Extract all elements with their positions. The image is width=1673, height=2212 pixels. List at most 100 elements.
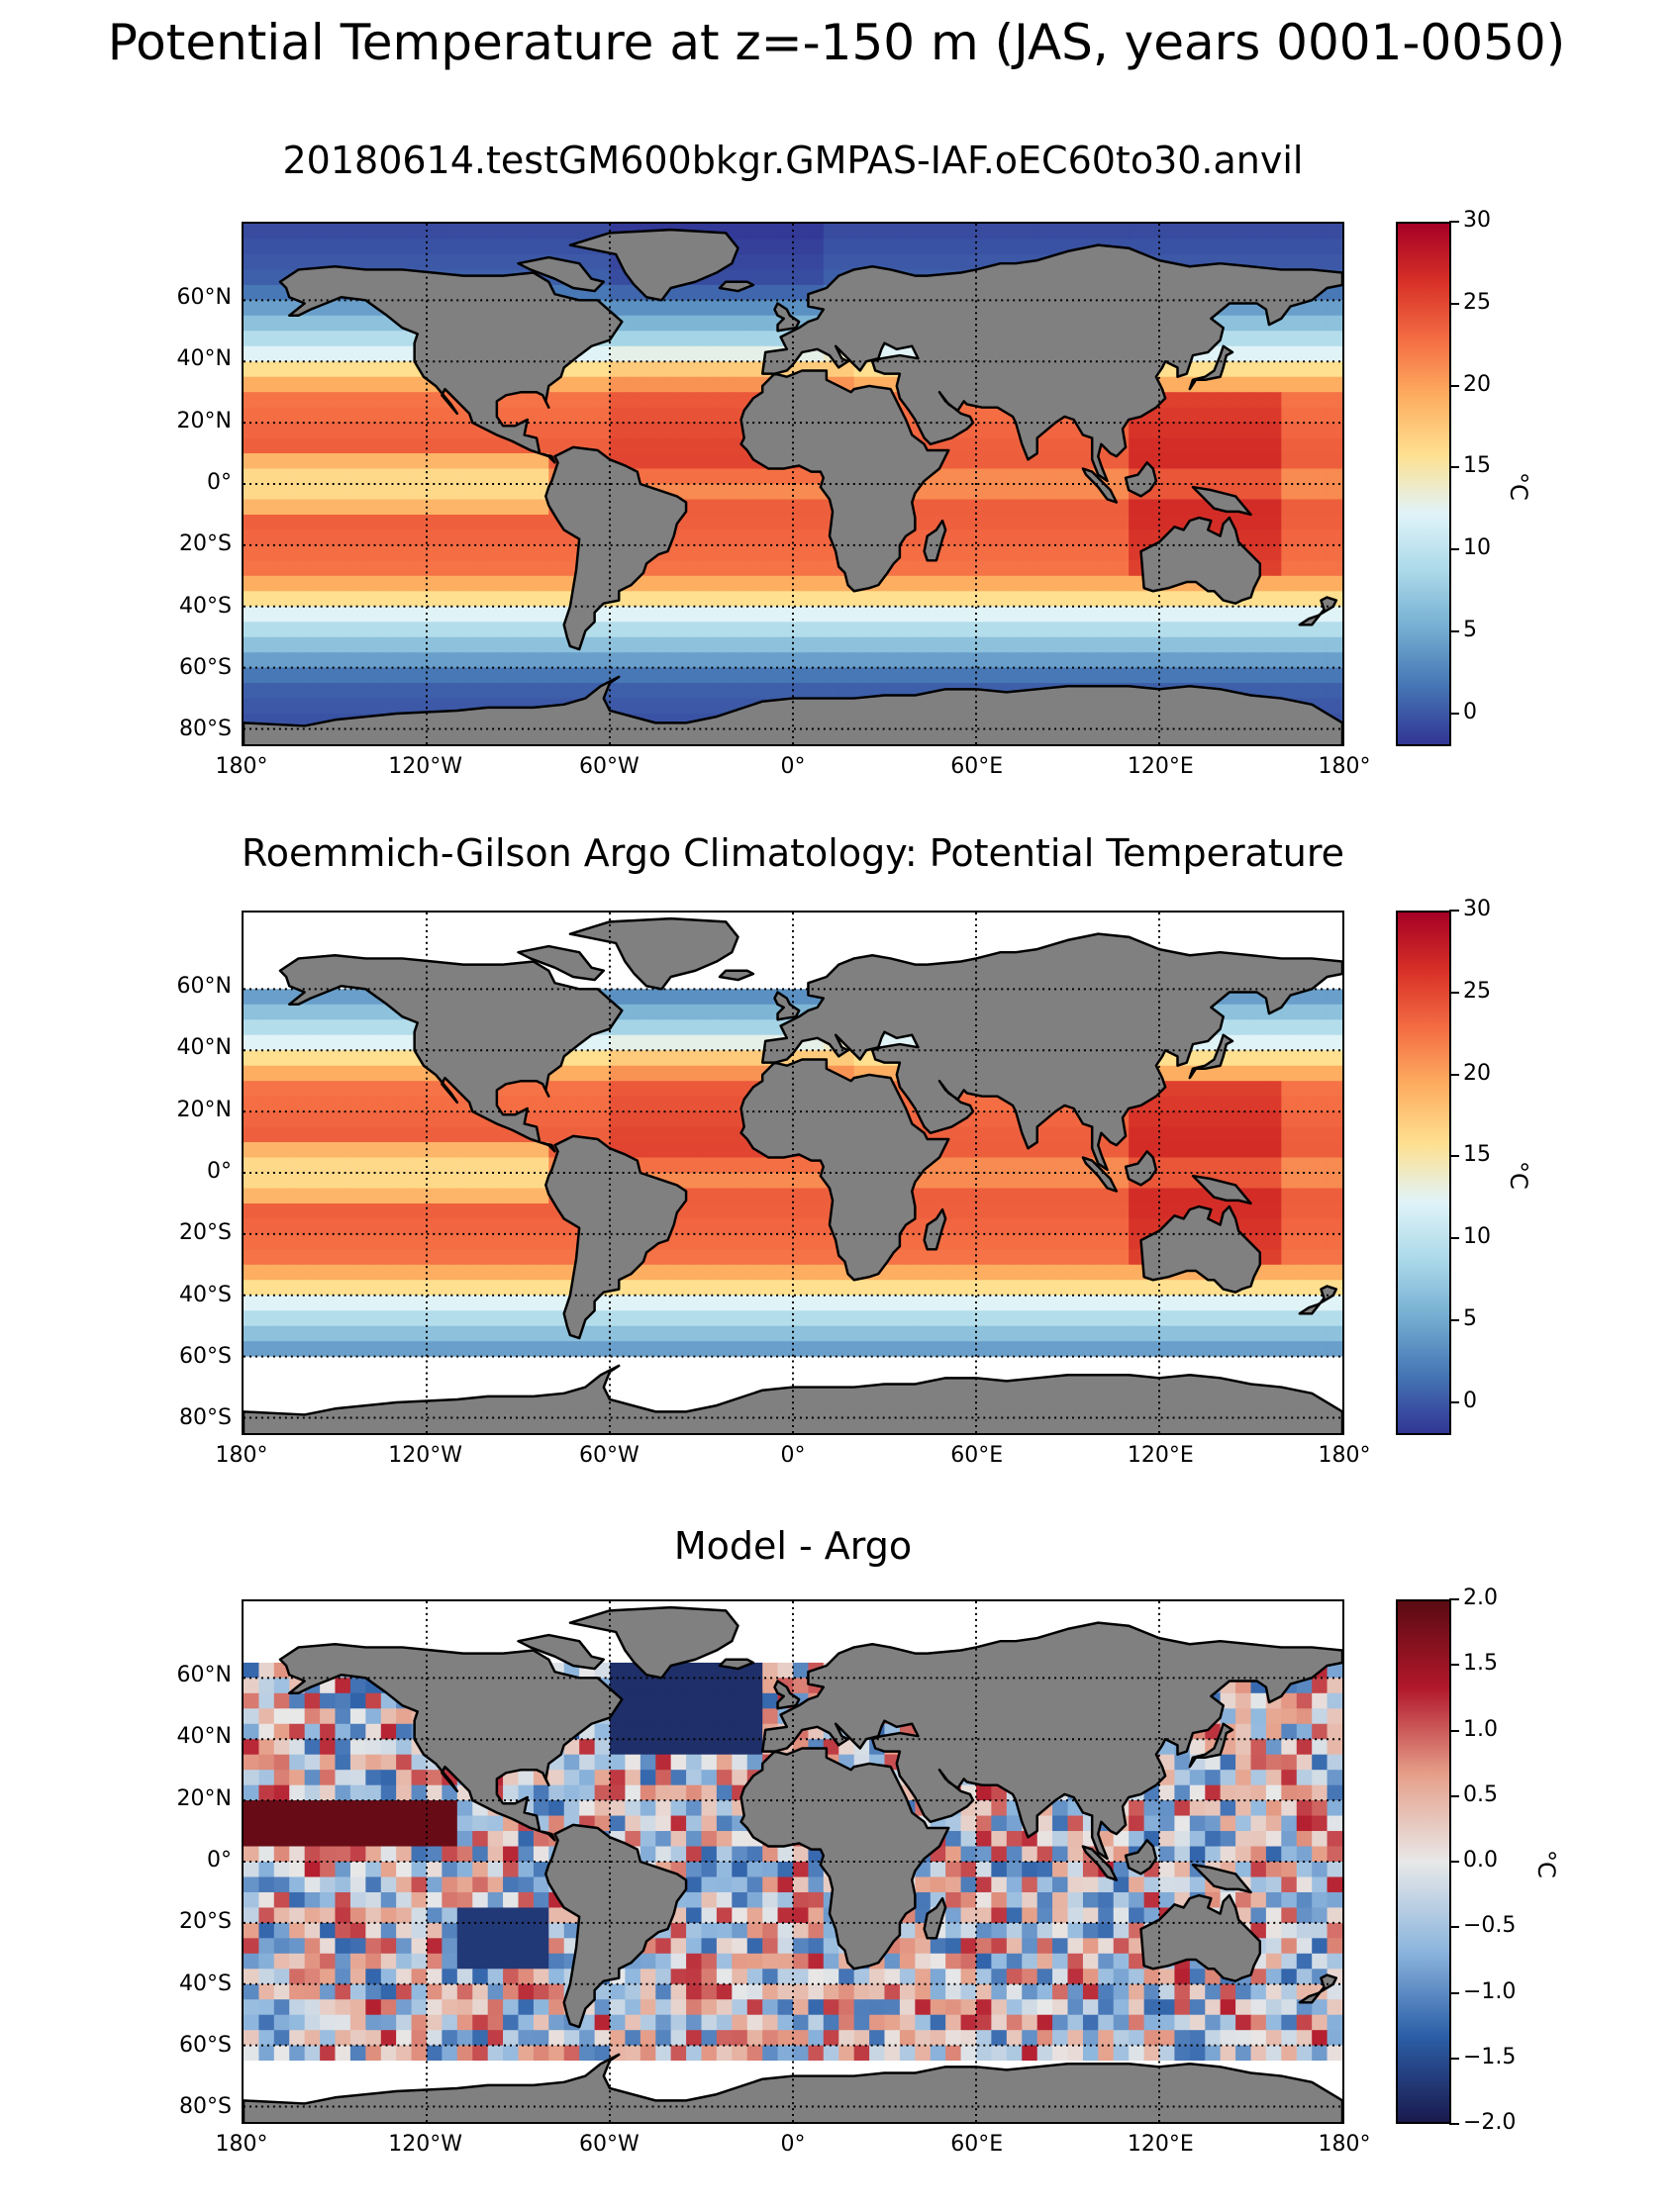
landmass-north-america <box>278 1643 624 1842</box>
colorbar-tick-mark <box>1449 302 1459 305</box>
lon-tick-label: 60°E <box>950 1443 1004 1468</box>
map-plot <box>244 1601 1342 2122</box>
lat-tick-label: 40°N <box>176 1724 232 1750</box>
lat-tick-label: 40°S <box>179 593 232 619</box>
landmass-south-america <box>544 445 688 651</box>
colorbar-tick-label: 25 <box>1463 289 1491 315</box>
colorbar-tick-label: 0.0 <box>1463 1848 1498 1873</box>
panel-title: 20180614.testGM600bkgr.GMPAS-IAF.oEC60to… <box>282 139 1304 182</box>
colorbar-tick-mark <box>1449 2057 1459 2060</box>
colorbar-tick-label: 0 <box>1463 1388 1477 1413</box>
lat-tick-label: 20°S <box>179 1220 232 1246</box>
map-panel <box>242 1599 1344 2124</box>
colorbar-tick-label: 10 <box>1463 1224 1491 1250</box>
lon-tick-label: 0° <box>780 2132 806 2157</box>
lat-tick-label: 60°N <box>176 284 232 310</box>
landmass-borneo <box>1124 1150 1158 1187</box>
colorbar-tick-mark <box>1449 1319 1459 1322</box>
landmass-australia <box>1139 516 1262 605</box>
colorbar-unit-label: °C <box>1532 1850 1560 1878</box>
landmass-antarctica <box>244 2053 1342 2122</box>
lon-tick-label: 60°W <box>578 2132 640 2157</box>
landmass-new-guinea <box>1191 1174 1252 1205</box>
lat-tick-label: 20°N <box>176 408 232 433</box>
lat-tick-label: 80°S <box>179 2094 232 2120</box>
landmass-japan <box>1188 1722 1234 1769</box>
landmass-eurasia <box>760 932 1342 1172</box>
lon-tick-label: 0° <box>780 754 806 779</box>
colorbar-tick-mark <box>1449 466 1459 469</box>
colorbar-tick-mark <box>1449 1155 1459 1158</box>
landmass-sumatra <box>1081 467 1119 504</box>
colorbar-tick-label: 15 <box>1463 453 1491 479</box>
colorbar-tick-mark <box>1449 1664 1459 1667</box>
colorbar-tick-label: 1.5 <box>1463 1651 1498 1677</box>
lon-tick-label: 180° <box>215 754 268 779</box>
panel-title: Model - Argo <box>673 1524 913 1568</box>
lon-tick-label: 60°E <box>950 2132 1004 2157</box>
lon-tick-label: 120°W <box>388 754 463 779</box>
landmass-north-america <box>278 265 624 464</box>
colorbar-tick-mark <box>1449 1237 1459 1240</box>
lat-tick-label: 0° <box>207 470 232 495</box>
colorbar-tick-mark <box>1449 384 1459 387</box>
landmass-baffin <box>517 255 606 293</box>
landmass-greenland <box>568 1605 739 1680</box>
gridlines <box>244 913 1342 1433</box>
landmass-new-guinea <box>1191 1863 1252 1894</box>
colorbar-unit-label: °C <box>1505 472 1532 501</box>
lat-tick-label: 40°S <box>179 1971 232 1996</box>
colorbar-tick-label: 30 <box>1463 897 1491 921</box>
landmass-north-america <box>278 954 624 1153</box>
lat-tick-label: 80°S <box>179 1405 232 1431</box>
landmass-antarctica <box>244 1364 1342 1433</box>
lon-tick-label: 120°E <box>1127 2132 1194 2157</box>
lon-tick-label: 180° <box>215 2132 268 2157</box>
landmass-sumatra <box>1081 1156 1119 1193</box>
panel-title: Roemmich-Gilson Argo Climatology: Potent… <box>242 831 1345 875</box>
lat-tick-label: 60°N <box>176 973 232 999</box>
gridlines <box>244 224 1342 744</box>
colorbar-tick-label: 25 <box>1463 978 1491 1004</box>
landmass-madagascar <box>923 1896 947 1940</box>
colorbar-tick-mark <box>1449 991 1459 994</box>
lat-tick-label: 20°S <box>179 1909 232 1935</box>
lat-tick-label: 0° <box>207 1159 232 1184</box>
map-plot <box>244 913 1342 1433</box>
lon-tick-label: 180° <box>1318 1443 1371 1468</box>
landmass-borneo <box>1124 461 1158 498</box>
landmass-greenland <box>568 916 739 991</box>
map-panel <box>242 222 1344 746</box>
landmass-madagascar <box>923 1207 947 1251</box>
colorbar-tick-mark <box>1449 2123 1459 2125</box>
colorbar-tick-mark <box>1449 1861 1459 1863</box>
landmass-australia <box>1139 1893 1262 1982</box>
colorbar <box>1396 1599 1451 2124</box>
landmass-new-guinea <box>1191 485 1252 517</box>
colorbar-tick-label: 20 <box>1463 1060 1491 1086</box>
landmass-antarctica <box>244 675 1342 744</box>
landmass-new-zealand <box>1298 596 1338 626</box>
landmass-iceland <box>718 969 755 982</box>
lon-tick-label: 60°W <box>578 1443 640 1468</box>
landmass-sumatra <box>1081 1845 1119 1881</box>
landmass-iceland <box>718 280 755 293</box>
colorbar-tick-label: −1.5 <box>1463 2044 1517 2069</box>
lat-tick-label: 20°N <box>176 1785 232 1811</box>
colorbar-tick-label: 0 <box>1463 699 1477 724</box>
map-panel <box>242 911 1344 1435</box>
colorbar-tick-label: −0.5 <box>1463 1913 1517 1939</box>
lon-tick-label: 0° <box>780 1443 806 1468</box>
colorbar-tick-mark <box>1449 221 1459 223</box>
colorbar-tick-label: 30 <box>1463 208 1491 233</box>
landmass-south-america <box>544 1134 688 1340</box>
colorbar-tick-mark <box>1449 1400 1459 1403</box>
colorbar-tick-mark <box>1449 1073 1459 1076</box>
landmass-new-zealand <box>1298 1973 1338 2004</box>
colorbar <box>1396 911 1451 1435</box>
colorbar-tick-label: −1.0 <box>1463 1978 1517 2004</box>
lon-tick-label: 180° <box>215 1443 268 1468</box>
colorbar-tick-mark <box>1449 1991 1459 1994</box>
colorbar-tick-mark <box>1449 1598 1459 1600</box>
landmass-eurasia <box>760 1621 1342 1861</box>
